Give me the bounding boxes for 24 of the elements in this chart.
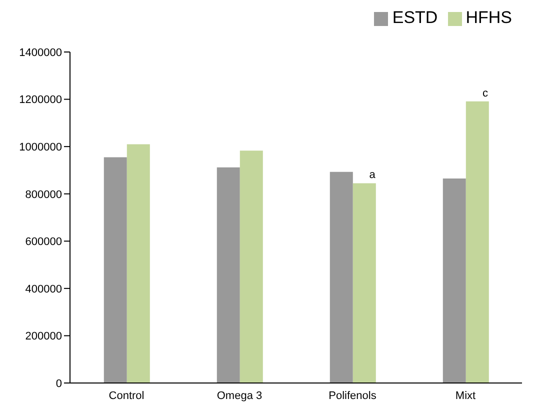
bar <box>240 150 263 383</box>
y-tick-label: 1200000 <box>19 94 62 106</box>
bar <box>352 183 376 383</box>
legend-label: HFHS <box>466 8 512 27</box>
x-tick-label: Omega 3 <box>216 390 262 402</box>
y-tick-label: 600000 <box>25 236 62 248</box>
y-tick-label: 0 <box>56 378 62 390</box>
x-tick-label: Polifenols <box>328 390 377 402</box>
y-tick-label: 800000 <box>25 188 62 201</box>
y-tick-label: 400000 <box>25 283 62 296</box>
x-tick-label: Control <box>108 390 144 402</box>
y-tick-label: 1000000 <box>19 141 62 154</box>
x-tick-label: Mixt <box>455 390 476 402</box>
bar <box>216 167 240 383</box>
bar <box>126 144 150 383</box>
bar <box>330 172 353 383</box>
annotation: c <box>482 87 489 100</box>
bar <box>466 101 489 383</box>
legend-label: ESTD <box>392 8 438 27</box>
bar <box>104 157 127 383</box>
y-tick-label: 1400000 <box>19 46 62 59</box>
annotation: a <box>369 169 376 182</box>
bar <box>442 178 466 383</box>
y-tick-label: 200000 <box>25 330 62 343</box>
